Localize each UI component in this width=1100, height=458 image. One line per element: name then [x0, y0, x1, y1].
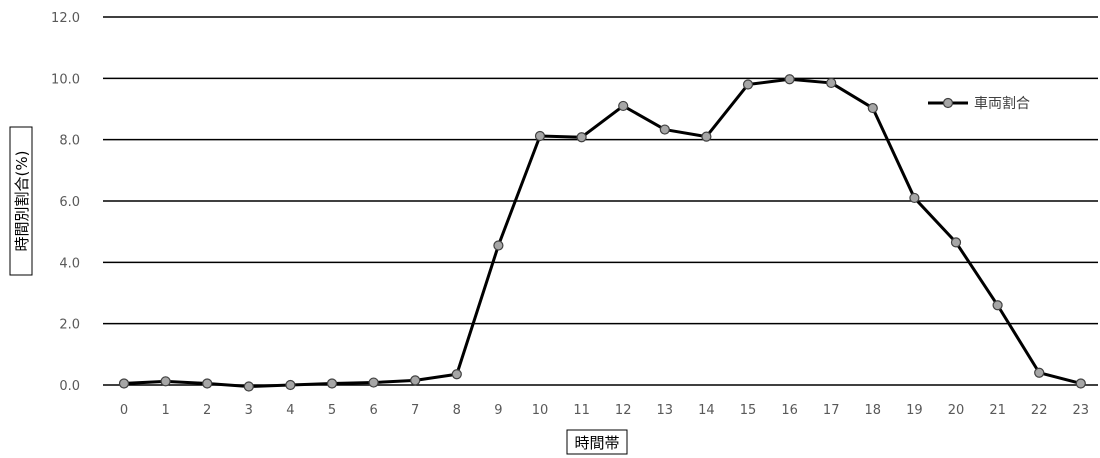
data-point — [701, 131, 712, 142]
x-tick-label: 6 — [369, 403, 377, 418]
data-point — [1075, 378, 1086, 389]
y-tick-label: 8.0 — [59, 134, 80, 149]
y-tick-label: 4.0 — [59, 256, 80, 271]
x-tick-label: 8 — [453, 403, 461, 418]
data-point — [368, 377, 379, 388]
series-line — [123, 77, 1082, 389]
data-point — [742, 79, 754, 90]
x-tick-label: 5 — [328, 403, 336, 418]
x-axis-title: 時間帯 — [566, 429, 628, 455]
x-tick-label: 22 — [1031, 403, 1048, 418]
y-axis-title: 時間別割合(%) — [9, 126, 33, 276]
data-point — [451, 369, 462, 380]
x-tick-label: 1 — [161, 403, 169, 418]
y-axis-title-box — [9, 126, 33, 276]
x-tick-label: 12 — [615, 403, 632, 418]
y-axis-title-text: 時間別割合(%) — [13, 151, 31, 252]
x-tick-label: 4 — [286, 403, 294, 418]
data-point — [576, 132, 587, 143]
x-axis-title-box — [566, 429, 628, 455]
data-point — [160, 376, 171, 387]
x-tick-label: 10 — [532, 403, 549, 418]
data-point — [534, 130, 546, 142]
legend-label: 車両割合 — [974, 95, 1030, 112]
legend: 車両割合 — [928, 95, 1030, 112]
data-point — [118, 378, 130, 389]
x-tick-label: 13 — [657, 403, 674, 418]
y-tick-label: 0.0 — [59, 379, 80, 394]
x-tick-label: 21 — [989, 403, 1006, 418]
x-tick-label: 14 — [698, 403, 715, 418]
x-tick-label: 20 — [948, 403, 965, 418]
data-point — [326, 378, 338, 389]
data-point — [618, 100, 629, 112]
data-point — [950, 237, 962, 248]
x-tick-labels: 0 1 2 3 4 5 6 7 8 9 10 11 12 13 14 15 16 17 18 19 20 21 22 23 — [120, 403, 1089, 418]
x-tick-label: 15 — [740, 403, 757, 418]
x-tick-label: 2 — [203, 403, 211, 418]
y-tick-label: 2.0 — [59, 318, 80, 333]
y-tick-label: 10.0 — [51, 72, 80, 87]
data-point — [1034, 367, 1045, 378]
y-tick-labels: 0.0 2.0 4.0 6.0 8.0 10.0 12.0 — [51, 11, 80, 394]
x-tick-label: 7 — [411, 403, 419, 418]
x-axis-title-text: 時間帯 — [574, 434, 619, 452]
grid-lines — [103, 16, 1098, 386]
data-point — [659, 124, 670, 135]
data-point — [784, 74, 795, 85]
x-tick-label: 9 — [494, 403, 502, 418]
data-point — [285, 379, 296, 391]
y-tick-label: 12.0 — [51, 11, 80, 26]
data-point — [867, 102, 878, 114]
x-tick-label: 23 — [1073, 403, 1090, 418]
data-point — [202, 378, 213, 389]
data-point — [826, 77, 837, 89]
x-tick-label: 16 — [781, 403, 798, 418]
data-point — [410, 375, 421, 386]
x-tick-label: 19 — [906, 403, 923, 418]
data-point — [992, 300, 1003, 311]
data-point — [493, 240, 504, 251]
data-point — [909, 192, 920, 204]
series-layer — [118, 74, 1086, 392]
legend-marker-swatch — [942, 97, 954, 109]
x-tick-label: 11 — [573, 403, 590, 418]
data-point — [243, 381, 254, 392]
x-tick-label: 3 — [245, 403, 253, 418]
x-tick-label: 18 — [865, 403, 882, 418]
y-tick-label: 6.0 — [59, 195, 80, 210]
x-tick-label: 17 — [823, 403, 840, 418]
x-tick-label: 0 — [120, 403, 128, 418]
